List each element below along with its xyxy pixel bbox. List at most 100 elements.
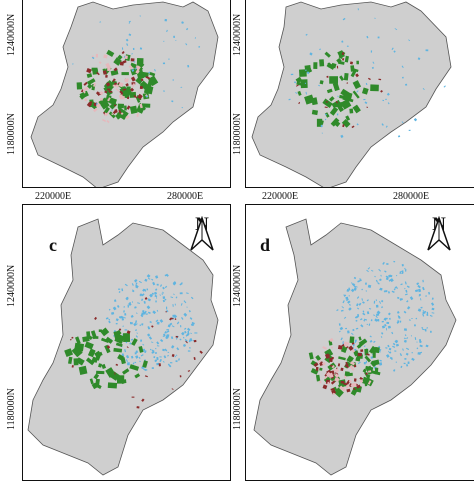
landcover-patch (159, 358, 162, 363)
landcover-patch (329, 337, 334, 343)
landcover-patch (146, 288, 149, 291)
landcover-patch (93, 373, 100, 380)
landcover-patch (322, 346, 327, 350)
landcover-patch (405, 269, 407, 272)
landcover-patch (370, 360, 377, 368)
landcover-patch (290, 73, 294, 76)
landcover-patch (354, 348, 357, 352)
landcover-patch (122, 368, 130, 375)
landcover-patch (134, 67, 137, 70)
landcover-patch (387, 102, 390, 105)
map-c-svg (27, 218, 219, 476)
landcover-patch (371, 269, 374, 272)
landcover-patch (425, 295, 427, 297)
landcover-patch (382, 261, 385, 265)
landcover-patch (122, 88, 127, 91)
landcover-patch (166, 306, 168, 310)
landcover-patch (89, 378, 94, 385)
region-outline-c (27, 218, 219, 476)
landcover-patch (181, 21, 184, 24)
landcover-patch (169, 362, 173, 364)
landcover-patch (356, 60, 359, 65)
landcover-patch (151, 292, 154, 295)
landcover-patch (142, 343, 145, 346)
landcover-patch (151, 325, 154, 328)
landcover-patch (131, 283, 134, 286)
landcover-patch (357, 307, 360, 310)
landcover-patch (358, 302, 362, 306)
y-tick-1180000n-c: 1180000N (6, 388, 17, 430)
landcover-patch (340, 309, 344, 312)
landcover-patch (338, 330, 341, 333)
landcover-patch (349, 336, 355, 344)
landcover-patch (134, 306, 137, 309)
landcover-patch (401, 270, 404, 274)
landcover-patch (135, 69, 140, 74)
landcover-patch (161, 292, 163, 295)
landcover-patch (139, 324, 142, 327)
landcover-patch (414, 337, 417, 340)
landcover-patch (121, 318, 124, 321)
landcover-patch (417, 284, 421, 289)
landcover-patch (341, 306, 345, 309)
landcover-patch (379, 359, 382, 362)
landcover-patch (124, 78, 129, 83)
landcover-patch (124, 313, 127, 316)
panel-letter-d: d (260, 235, 271, 255)
landcover-patch (385, 289, 388, 293)
landcover-patch (165, 311, 167, 313)
landcover-patch (168, 58, 170, 60)
landcover-patch (366, 353, 370, 356)
landcover-patch (156, 345, 160, 347)
landcover-patch (130, 355, 134, 359)
landcover-patch (147, 333, 151, 337)
landcover-patch (369, 340, 373, 343)
landcover-patch (365, 82, 368, 86)
landcover-patch (356, 384, 361, 389)
landcover-patch (83, 81, 88, 86)
landcover-patch (114, 109, 118, 113)
landcover-patch (194, 332, 198, 334)
landcover-patch (121, 353, 125, 357)
landcover-patch (167, 324, 171, 328)
landcover-patch (111, 113, 114, 116)
landcover-patch (141, 294, 143, 297)
map-b-svg (251, 1, 452, 187)
landcover-patch (153, 356, 156, 359)
landcover-patch (317, 359, 321, 364)
landcover-patch (431, 307, 435, 311)
landcover-patch (134, 280, 136, 282)
landcover-patch (408, 129, 411, 131)
landcover-patch (163, 40, 165, 43)
landcover-patch (123, 306, 126, 308)
landcover-patch (386, 263, 389, 265)
landcover-patch (135, 76, 144, 85)
landcover-patch (319, 367, 323, 371)
landcover-patch (338, 356, 346, 361)
landcover-patch (121, 72, 129, 76)
landcover-patch (322, 98, 333, 108)
landcover-patch (162, 291, 165, 294)
landcover-patch (420, 306, 423, 309)
landcover-patch (185, 340, 188, 344)
landcover-patch (113, 78, 116, 81)
landcover-patch (120, 96, 125, 100)
landcover-patch (109, 97, 117, 106)
landcover-patch (187, 370, 191, 372)
landcover-patch (171, 353, 175, 358)
landcover-patch (129, 302, 131, 304)
landcover-patch (110, 69, 119, 76)
landcover-patch (102, 70, 107, 75)
landcover-patch (345, 115, 351, 121)
landcover-patch (111, 311, 115, 315)
landcover-patch (164, 298, 167, 301)
landcover-patch (105, 82, 111, 87)
landcover-patch (293, 81, 297, 84)
landcover-patch (105, 74, 108, 78)
landcover-patch (403, 339, 407, 343)
landcover-patch (159, 319, 164, 323)
landcover-patch (178, 358, 180, 361)
landcover-patch (107, 98, 110, 102)
landcover-patch (345, 361, 349, 366)
landcover-patch (379, 287, 383, 291)
